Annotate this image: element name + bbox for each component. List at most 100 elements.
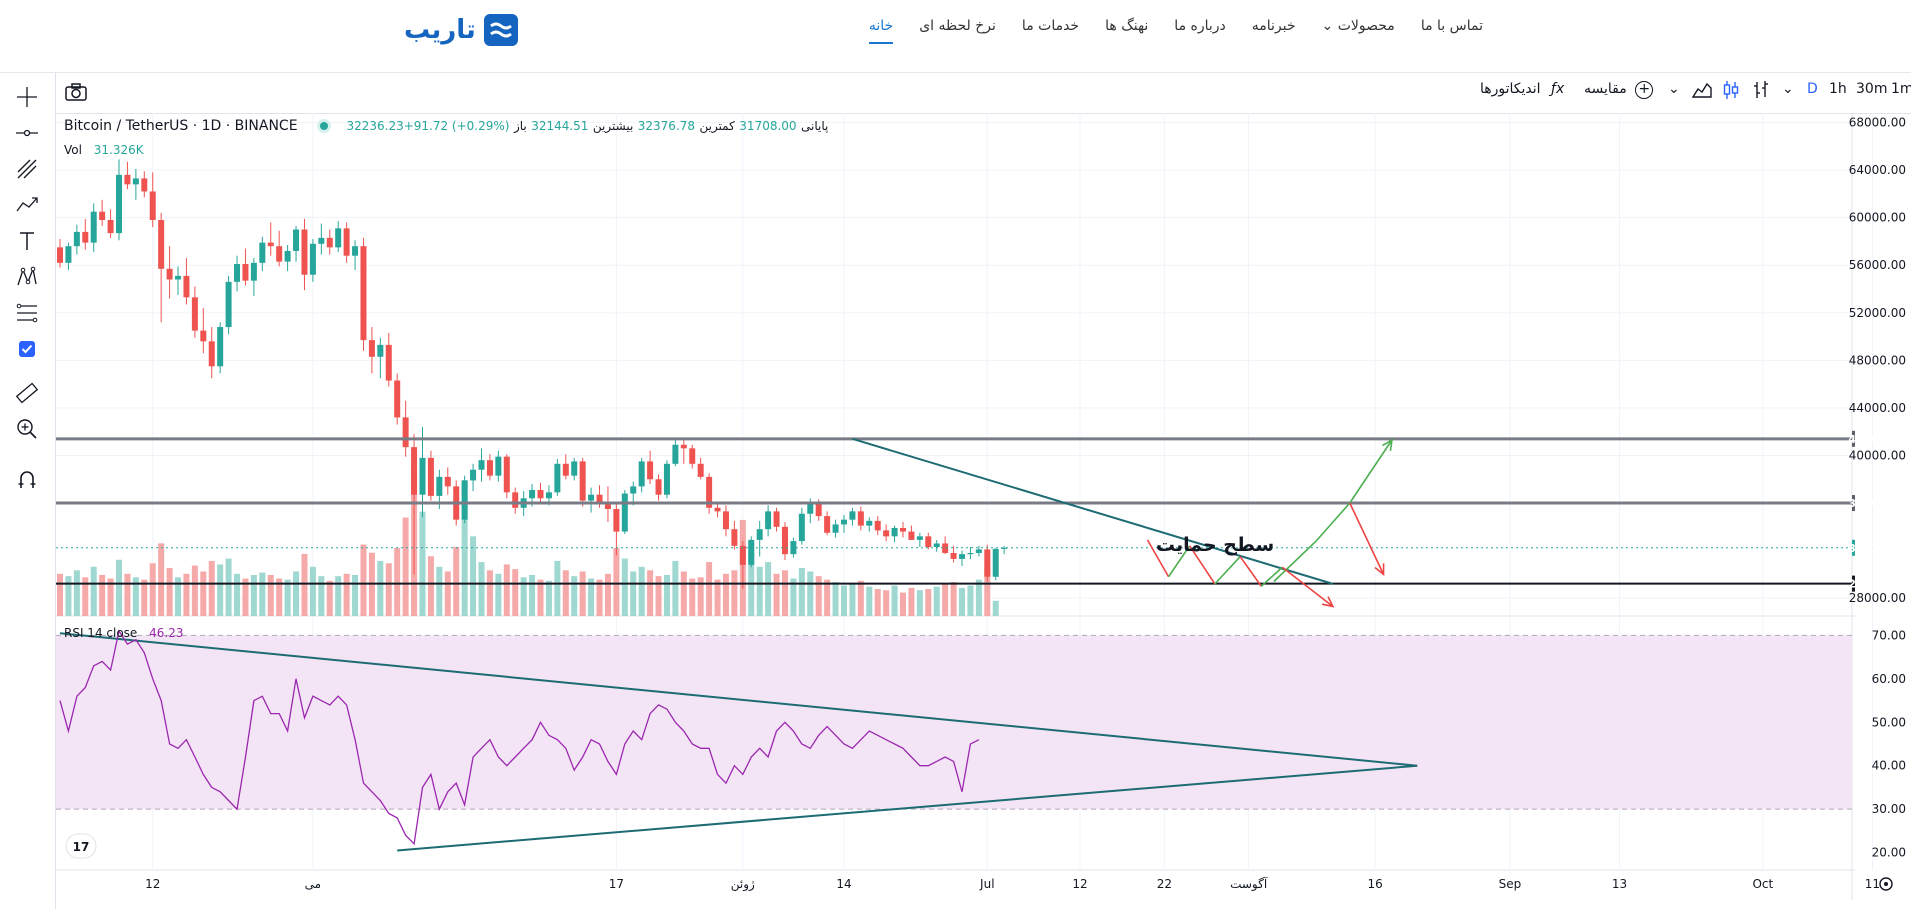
volume-bar: [73, 570, 80, 616]
text-tool-icon[interactable]: [12, 227, 42, 255]
candle-body: [65, 246, 72, 263]
nav-item-products[interactable]: محصولات ⌄: [1322, 18, 1395, 44]
volume-bar: [588, 578, 595, 616]
chart-type-chevron-icon[interactable]: ⌄: [1668, 81, 1680, 97]
candle-body: [352, 246, 359, 256]
candle-body: [175, 275, 182, 280]
nav-item-contact[interactable]: تماس با ما: [1420, 18, 1483, 34]
fib-retracement-icon[interactable]: [12, 299, 42, 327]
time-tick-label: آگوست: [1230, 876, 1268, 892]
volume-bar: [512, 569, 519, 616]
camera-icon[interactable]: [64, 81, 88, 107]
volume-bar: [343, 573, 350, 616]
time-tick-label: 12: [145, 877, 160, 891]
nav-item-live-rates[interactable]: نرخ لحظه ای: [919, 18, 996, 34]
interval-chevron-icon[interactable]: ⌄: [1782, 81, 1794, 97]
symbol-title[interactable]: Bitcoin / TetherUS · 1D · BINANCE: [64, 118, 298, 134]
indicators-button[interactable]: اندیکاتورها ƒx: [1480, 81, 1564, 97]
pattern-icon[interactable]: [12, 263, 42, 291]
volume-bar: [385, 563, 392, 616]
open-label: باز: [513, 119, 527, 133]
candle-body: [579, 461, 586, 501]
zoom-in-icon[interactable]: [12, 415, 42, 443]
volume-bar: [849, 583, 856, 616]
candle-body: [984, 549, 991, 577]
nav-item-whales[interactable]: نهنگ ها: [1105, 18, 1149, 34]
volume-bar: [891, 585, 898, 616]
compare-label: مقایسه: [1584, 81, 1627, 97]
candle-body: [385, 344, 392, 381]
interval-30m[interactable]: 30m: [1856, 81, 1888, 97]
nav-item-home[interactable]: خانه: [868, 18, 894, 44]
volume-bar: [65, 576, 72, 616]
interval-1h[interactable]: 1h: [1829, 81, 1847, 97]
candle-body: [427, 457, 434, 496]
candle-body: [368, 340, 375, 357]
candle-body: [259, 242, 266, 263]
bars-icon[interactable]: [1752, 79, 1770, 105]
candle-body: [680, 444, 687, 449]
volume-bar: [832, 582, 839, 616]
volume-bar: [520, 577, 527, 616]
candle-body: [1001, 547, 1008, 549]
compare-button[interactable]: مقایسه +: [1584, 81, 1654, 99]
candle-body: [158, 220, 165, 269]
candle-body: [773, 511, 780, 527]
candle-body: [453, 486, 460, 520]
site-logo[interactable]: تاریب: [404, 14, 518, 46]
checkbox-checked-icon[interactable]: [12, 335, 42, 363]
candles-icon[interactable]: [1722, 79, 1740, 105]
pitchfork-icon[interactable]: [12, 155, 42, 183]
nav-item-newsletter[interactable]: خبرنامه: [1251, 18, 1296, 34]
projection-segment: [1214, 556, 1241, 585]
volume-bar: [992, 600, 999, 616]
horizontal-line-icon[interactable]: [12, 119, 42, 147]
settings-gear-icon[interactable]: [1879, 877, 1893, 891]
candle-body: [588, 494, 595, 501]
rsi-label: RSI 14 close: [64, 626, 138, 640]
candle-body: [840, 519, 847, 525]
candle-body: [663, 463, 670, 495]
nav-item-services[interactable]: خدمات ما: [1021, 18, 1080, 34]
time-tick-label: Jul: [979, 877, 994, 891]
volume-bar: [326, 580, 333, 616]
time-tick-label: 17: [609, 877, 624, 891]
volume-bar: [495, 573, 502, 616]
candle-body: [335, 228, 342, 248]
volume-bar: [621, 558, 628, 616]
candle-body: [647, 461, 654, 480]
drawing-toolbar: [0, 73, 56, 909]
candle-body: [604, 501, 611, 509]
volume-bar: [714, 579, 721, 616]
trend-line-icon[interactable]: [12, 191, 42, 219]
interval-1m[interactable]: 1m: [1891, 81, 1911, 97]
interval-d[interactable]: D: [1807, 81, 1818, 97]
candle-body: [975, 549, 982, 553]
candle-body: [478, 460, 485, 470]
candle-body: [798, 513, 805, 542]
volume-bar: [368, 552, 375, 616]
nav-item-about[interactable]: درباره ما: [1174, 18, 1226, 34]
volume-bar: [815, 576, 822, 616]
volume-bar: [722, 573, 729, 616]
ruler-icon[interactable]: [12, 379, 42, 407]
price-marker-badge: [1852, 430, 1855, 447]
indicators-label: اندیکاتورها: [1480, 81, 1541, 97]
candle-body: [326, 237, 333, 248]
price-marker-label: 32236.23: [1848, 542, 1906, 555]
high-label: بیشترین: [592, 119, 634, 133]
time-tick-label: 22: [1157, 877, 1172, 891]
volume-bar: [82, 577, 89, 616]
crosshair-icon[interactable]: [12, 83, 42, 111]
area-chart-icon[interactable]: [1691, 79, 1712, 105]
candle-body: [301, 229, 308, 275]
tradingview-logo[interactable]: 17: [65, 833, 97, 859]
volume-bar: [461, 480, 468, 616]
volume-bar: [57, 573, 63, 616]
volume-bar: [225, 558, 232, 616]
magnet-icon[interactable]: [12, 465, 42, 493]
logo-text: تاریب: [404, 15, 476, 45]
candle-body: [250, 262, 257, 281]
candle-body: [967, 552, 974, 555]
